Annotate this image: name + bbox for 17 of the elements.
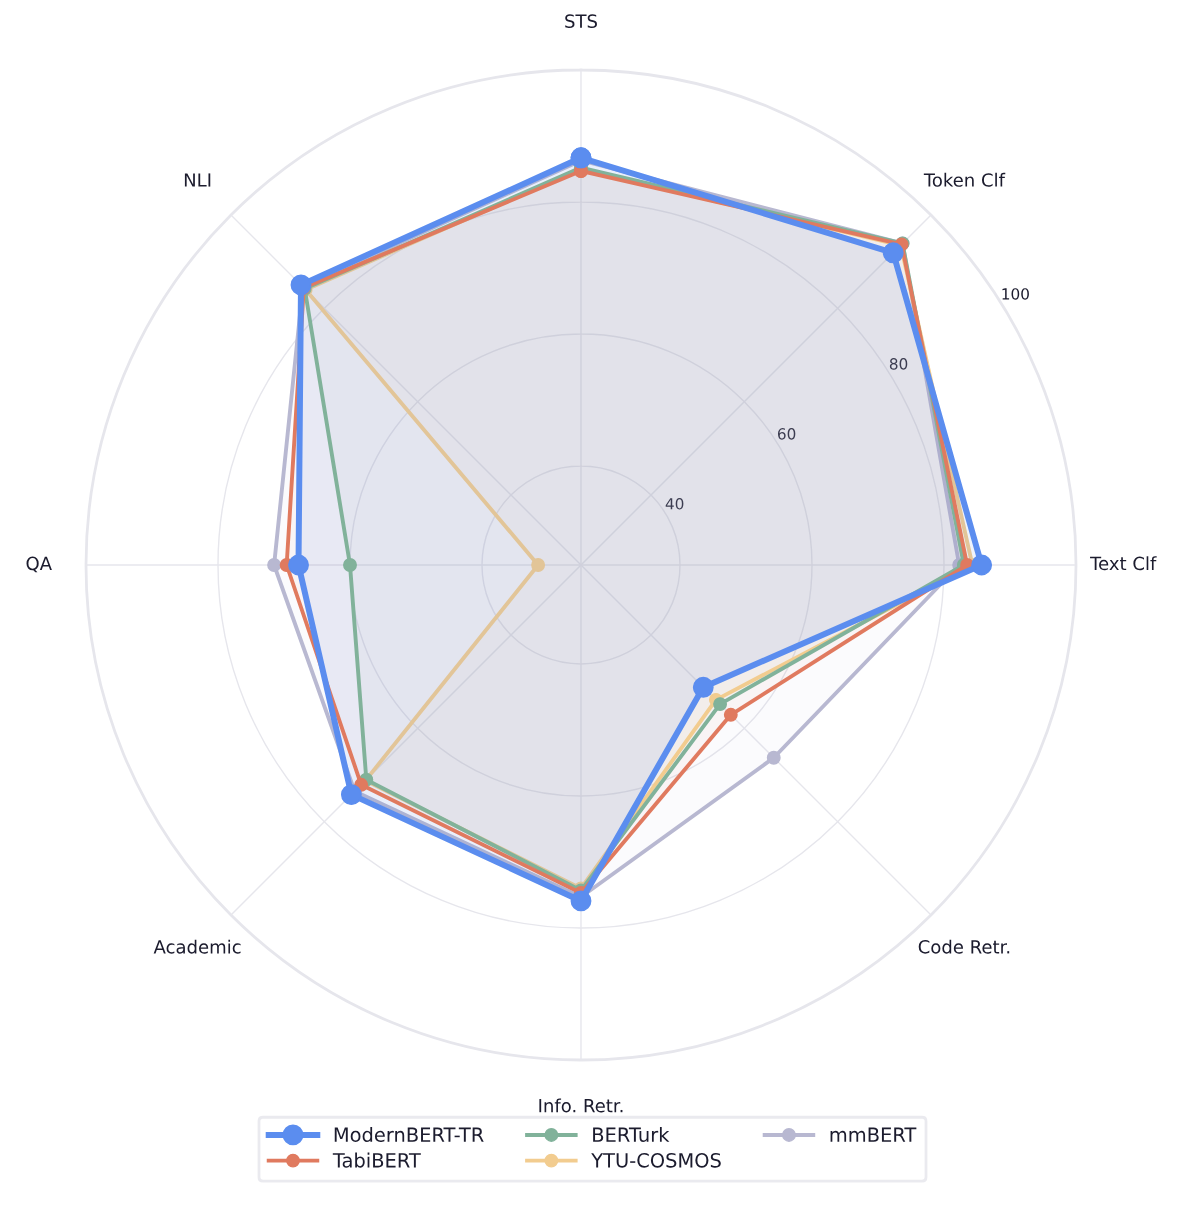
spoke-label: Academic — [153, 939, 241, 954]
legend-label: YTU-COSMOS — [591, 1152, 721, 1168]
spoke-label: QA — [26, 556, 52, 573]
legend-label: ModernBERT-TR — [334, 1126, 484, 1143]
y-tick-label: 60 — [777, 428, 796, 440]
spoke-label: STS — [565, 14, 597, 29]
legend-label: TabiBERT — [332, 1152, 421, 1168]
legend-label: mmBERT — [830, 1127, 917, 1142]
spoke-label: Text Clf — [1090, 556, 1157, 571]
y-tick-label: 80 — [889, 358, 908, 370]
spoke-label: Token Clf — [923, 172, 1006, 187]
spoke-label: Info. Retr. — [539, 1098, 623, 1113]
spoke-label: Code Retr. — [918, 939, 1010, 954]
y-tick-label: 40 — [665, 498, 684, 510]
legend-label: BERTurk — [593, 1126, 670, 1143]
y-tick-label: 100 — [1002, 288, 1029, 300]
spoke-label: NLI — [184, 173, 211, 187]
